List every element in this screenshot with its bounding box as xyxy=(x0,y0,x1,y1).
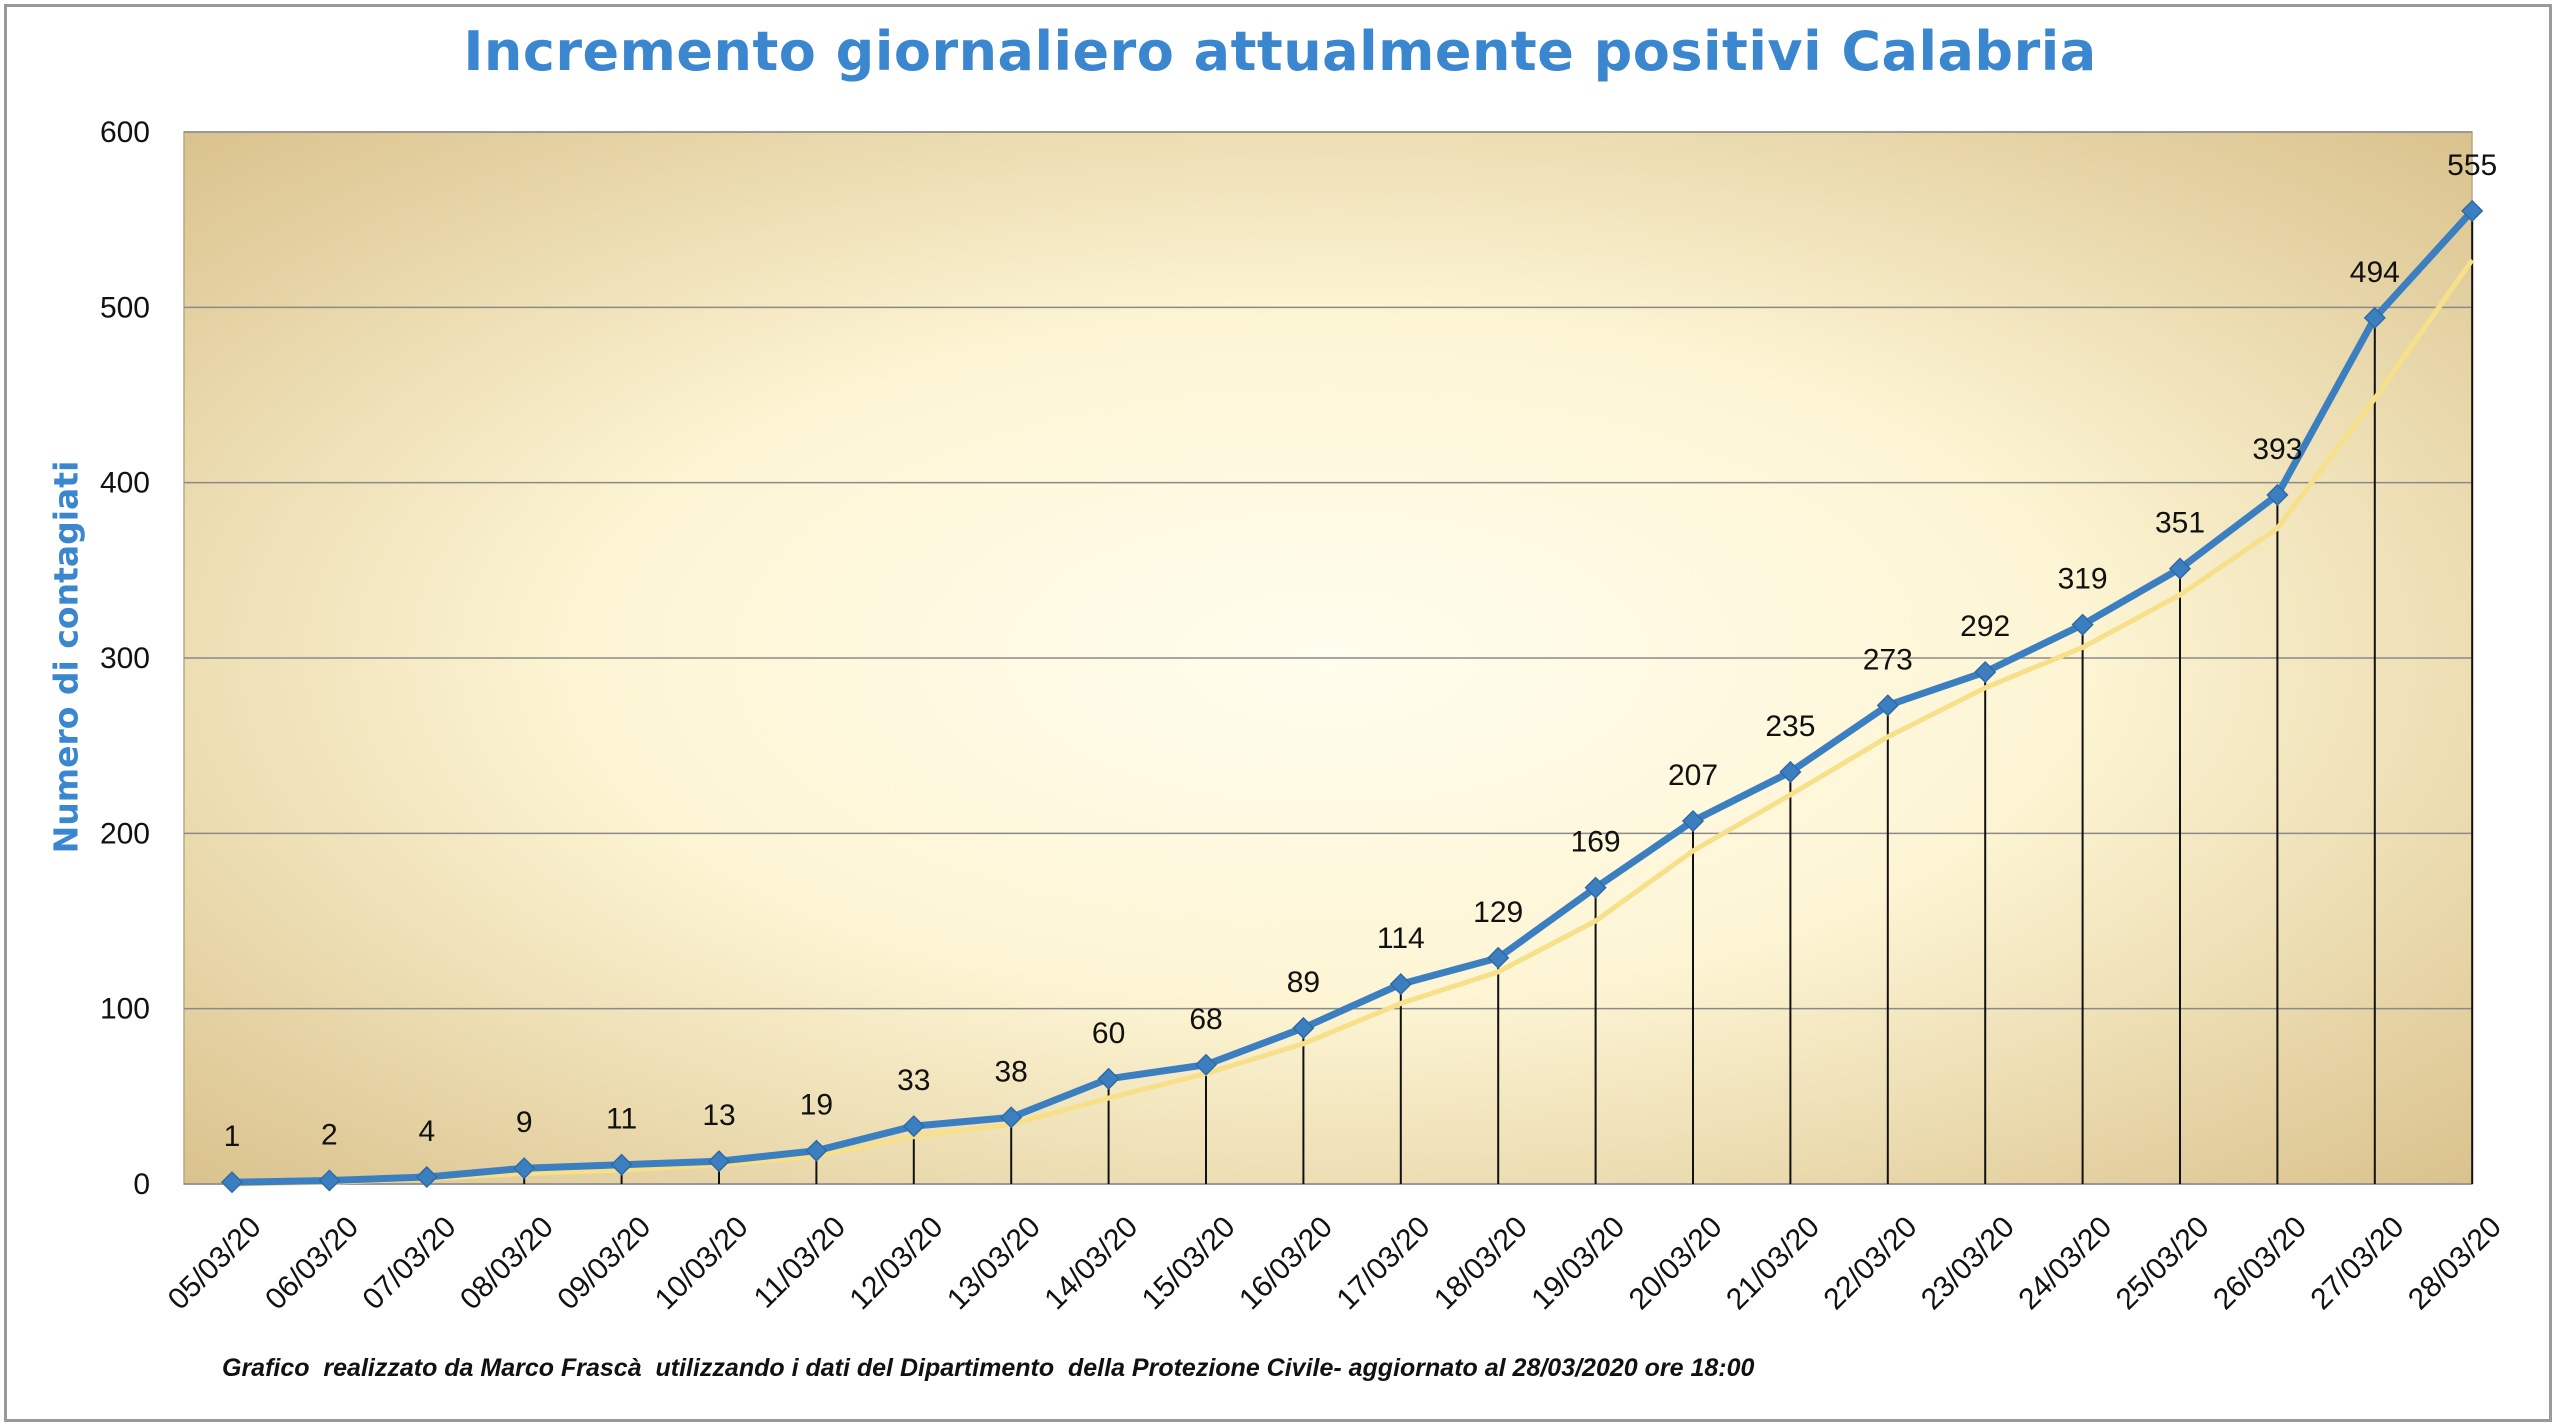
y-tick-label: 600 xyxy=(100,116,150,149)
x-tick-label: 11/03/20 xyxy=(748,1210,852,1314)
data-point-marker xyxy=(805,1139,828,1162)
data-label: 207 xyxy=(1668,759,1718,792)
data-point-marker xyxy=(2363,306,2386,329)
x-tick-label: 09/03/20 xyxy=(551,1210,657,1316)
x-tick-label: 21/03/20 xyxy=(1720,1210,1826,1316)
x-tick-label: 08/03/20 xyxy=(454,1210,560,1316)
x-tick-label: 20/03/20 xyxy=(1623,1210,1729,1316)
data-label: 319 xyxy=(2058,563,2108,596)
data-point-marker xyxy=(2168,557,2192,580)
data-label: 235 xyxy=(1765,710,1815,743)
x-tick-label: 17/03/20 xyxy=(1331,1210,1437,1316)
data-point-marker xyxy=(1584,876,1607,899)
x-tick-label: 28/03/20 xyxy=(2402,1210,2508,1316)
x-tick-label: 24/03/20 xyxy=(2012,1210,2118,1316)
data-label: 1 xyxy=(224,1120,241,1153)
data-point-marker xyxy=(220,1171,244,1194)
data-point-marker xyxy=(1779,760,1802,784)
data-point-marker xyxy=(1681,809,1705,833)
y-tick-label: 400 xyxy=(100,467,150,500)
data-label: 68 xyxy=(1189,1003,1222,1036)
x-tick-label: 26/03/20 xyxy=(2207,1210,2313,1316)
data-label: 273 xyxy=(1863,643,1913,676)
x-tick-label: 19/03/20 xyxy=(1525,1210,1631,1316)
y-tick-label: 0 xyxy=(133,1168,150,1201)
data-label: 351 xyxy=(2155,507,2205,540)
data-point-marker xyxy=(902,1115,925,1138)
data-point-marker xyxy=(1389,973,1412,996)
data-label: 114 xyxy=(1377,922,1425,955)
data-label: 89 xyxy=(1287,966,1320,999)
x-tick-label: 15/03/20 xyxy=(1136,1210,1242,1316)
data-point-marker xyxy=(513,1157,536,1180)
data-point-marker xyxy=(610,1153,633,1176)
chart-title: Incremento giornaliero attualmente posit… xyxy=(463,20,2097,83)
x-tick-label: 23/03/20 xyxy=(1915,1210,2021,1316)
data-point-marker xyxy=(2461,199,2484,222)
data-point-marker xyxy=(1292,1016,1315,1040)
data-point-marker xyxy=(1097,1067,1120,1090)
data-label: 4 xyxy=(418,1115,435,1148)
series-line xyxy=(231,208,2475,1186)
data-label: 60 xyxy=(1092,1017,1125,1050)
data-label: 33 xyxy=(897,1064,930,1097)
x-tick-label: 12/03/20 xyxy=(844,1210,950,1316)
y-axis-label: Numero di contagiati xyxy=(46,460,86,854)
y-tick-label: 100 xyxy=(100,993,150,1026)
data-point-marker xyxy=(318,1169,341,1192)
data-point-marker xyxy=(2266,483,2289,507)
data-label: 292 xyxy=(1960,610,2010,643)
data-point-marker xyxy=(707,1150,731,1173)
data-point-marker xyxy=(415,1165,438,1189)
x-tick-label: 27/03/20 xyxy=(2305,1210,2411,1316)
x-tick-label: 16/03/20 xyxy=(1233,1210,1339,1316)
data-label: 19 xyxy=(800,1089,833,1122)
y-tick-label: 300 xyxy=(100,642,150,675)
data-point-marker xyxy=(1974,660,1997,684)
data-label: 2 xyxy=(321,1118,338,1151)
data-point-marker xyxy=(1194,1053,1218,1076)
data-label: 169 xyxy=(1571,826,1621,859)
x-tick-label: 13/03/20 xyxy=(941,1210,1047,1316)
data-label: 494 xyxy=(2350,256,2400,289)
data-label: 555 xyxy=(2447,149,2497,182)
data-label: 129 xyxy=(1473,896,1523,929)
data-point-marker xyxy=(2071,613,2094,636)
credit-note: Grafico realizzato da Marco Frascà utili… xyxy=(222,1354,1755,1382)
trend-line xyxy=(231,258,2475,1187)
x-tick-label: 18/03/20 xyxy=(1428,1210,1534,1316)
x-tick-label: 14/03/20 xyxy=(1038,1210,1144,1316)
data-label: 38 xyxy=(995,1055,1028,1088)
y-tick-label: 500 xyxy=(100,291,150,324)
data-label: 13 xyxy=(702,1099,735,1132)
data-label: 393 xyxy=(2252,433,2302,466)
data-point-marker xyxy=(1487,946,1510,969)
x-tick-label: 07/03/20 xyxy=(357,1210,463,1316)
y-tick-label: 200 xyxy=(100,817,150,850)
x-tick-label: 25/03/20 xyxy=(2110,1210,2216,1316)
x-tick-label: 10/03/20 xyxy=(649,1210,755,1316)
data-label: 9 xyxy=(516,1106,533,1139)
x-tick-label: 06/03/20 xyxy=(259,1210,365,1316)
data-label: 11 xyxy=(606,1103,637,1136)
x-tick-label: 22/03/20 xyxy=(1818,1210,1924,1316)
data-point-marker xyxy=(1000,1106,1023,1129)
data-point-marker xyxy=(1876,694,1899,717)
x-tick-label: 05/03/20 xyxy=(162,1210,268,1316)
